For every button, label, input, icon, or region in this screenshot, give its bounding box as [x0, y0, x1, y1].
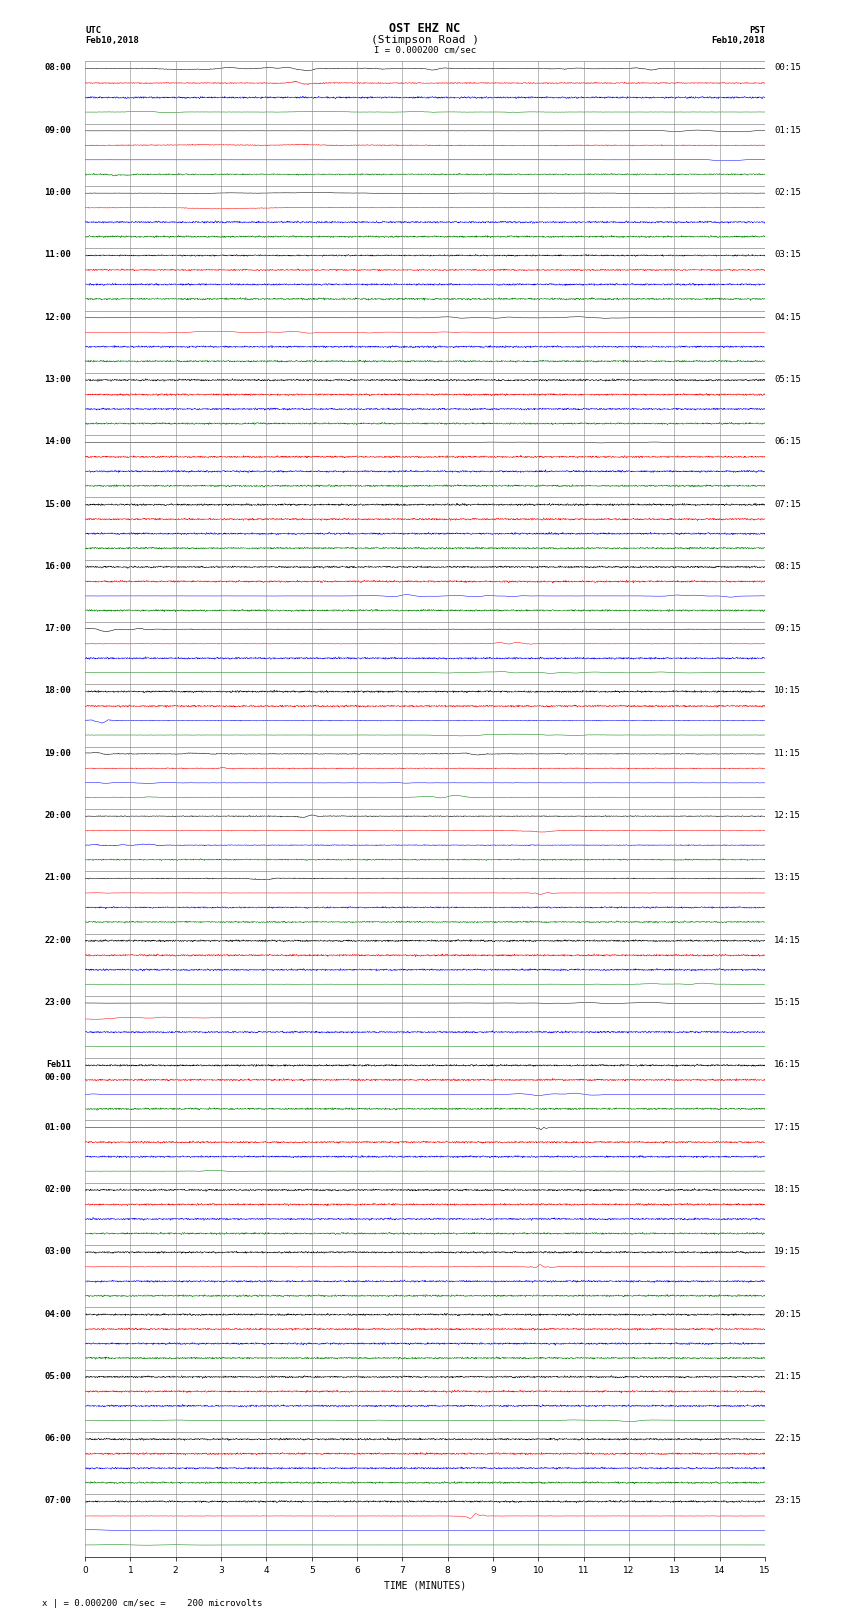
Text: 09:00: 09:00: [44, 126, 71, 135]
Text: 09:15: 09:15: [774, 624, 801, 634]
Text: 15:00: 15:00: [44, 500, 71, 508]
Text: UTC: UTC: [85, 26, 101, 35]
Text: 11:00: 11:00: [44, 250, 71, 260]
Text: 21:15: 21:15: [774, 1371, 801, 1381]
Text: 06:15: 06:15: [774, 437, 801, 447]
Text: 04:00: 04:00: [44, 1310, 71, 1318]
Text: 10:15: 10:15: [774, 687, 801, 695]
Text: 21:00: 21:00: [44, 873, 71, 882]
Text: 10:00: 10:00: [44, 189, 71, 197]
Text: Feb10,2018: Feb10,2018: [711, 35, 765, 45]
Text: 03:00: 03:00: [44, 1247, 71, 1257]
Text: 22:00: 22:00: [44, 936, 71, 945]
Text: 03:15: 03:15: [774, 250, 801, 260]
Text: 00:00: 00:00: [44, 1073, 71, 1082]
Text: 20:15: 20:15: [774, 1310, 801, 1318]
Text: 20:00: 20:00: [44, 811, 71, 819]
Text: 05:00: 05:00: [44, 1371, 71, 1381]
Text: 01:15: 01:15: [774, 126, 801, 135]
Text: 16:15: 16:15: [774, 1060, 801, 1069]
Text: 05:15: 05:15: [774, 374, 801, 384]
Text: 02:00: 02:00: [44, 1186, 71, 1194]
Text: 13:00: 13:00: [44, 374, 71, 384]
Text: 17:15: 17:15: [774, 1123, 801, 1132]
Text: 14:00: 14:00: [44, 437, 71, 447]
Text: (Stimpson Road ): (Stimpson Road ): [371, 35, 479, 45]
X-axis label: TIME (MINUTES): TIME (MINUTES): [384, 1581, 466, 1590]
Text: 14:15: 14:15: [774, 936, 801, 945]
Text: 18:15: 18:15: [774, 1186, 801, 1194]
Text: 19:00: 19:00: [44, 748, 71, 758]
Text: 12:15: 12:15: [774, 811, 801, 819]
Text: x | = 0.000200 cm/sec =    200 microvolts: x | = 0.000200 cm/sec = 200 microvolts: [42, 1598, 263, 1608]
Text: 13:15: 13:15: [774, 873, 801, 882]
Text: 07:00: 07:00: [44, 1497, 71, 1505]
Text: 12:00: 12:00: [44, 313, 71, 321]
Text: I = 0.000200 cm/sec: I = 0.000200 cm/sec: [374, 45, 476, 55]
Text: 16:00: 16:00: [44, 561, 71, 571]
Text: 17:00: 17:00: [44, 624, 71, 634]
Text: Feb11: Feb11: [47, 1060, 71, 1068]
Text: 19:15: 19:15: [774, 1247, 801, 1257]
Text: 00:15: 00:15: [774, 63, 801, 73]
Text: 08:15: 08:15: [774, 561, 801, 571]
Text: 23:15: 23:15: [774, 1497, 801, 1505]
Text: 01:00: 01:00: [44, 1123, 71, 1132]
Text: 15:15: 15:15: [774, 998, 801, 1007]
Text: 07:15: 07:15: [774, 500, 801, 508]
Text: 02:15: 02:15: [774, 189, 801, 197]
Text: 22:15: 22:15: [774, 1434, 801, 1444]
Text: 23:00: 23:00: [44, 998, 71, 1007]
Text: PST: PST: [749, 26, 765, 35]
Text: Feb10,2018: Feb10,2018: [85, 35, 139, 45]
Text: 11:15: 11:15: [774, 748, 801, 758]
Text: 18:00: 18:00: [44, 687, 71, 695]
Text: OST EHZ NC: OST EHZ NC: [389, 23, 461, 35]
Text: 04:15: 04:15: [774, 313, 801, 321]
Text: 06:00: 06:00: [44, 1434, 71, 1444]
Text: 08:00: 08:00: [44, 63, 71, 73]
